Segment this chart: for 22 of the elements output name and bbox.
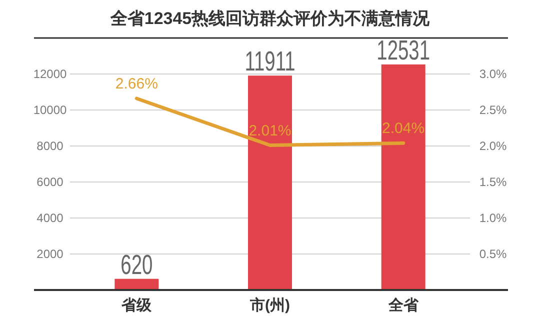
y-tick-label: 4000 xyxy=(36,211,64,225)
y2-tick-label: 1.5% xyxy=(479,175,507,189)
chart-title: 全省12345热线回访群众评价为不满意情况 xyxy=(109,9,431,28)
y-tick-label: 2000 xyxy=(36,247,64,261)
y-tick-label: 12000 xyxy=(33,67,68,81)
x-tick-label: 市(州) xyxy=(249,296,290,314)
data-label: 2.01% xyxy=(248,122,292,140)
data-label: 11911 xyxy=(244,46,296,78)
data-label: 620 xyxy=(120,249,153,281)
y-tick-label: 10000 xyxy=(33,103,68,117)
y2-tick-label: 1.0% xyxy=(479,211,507,225)
y2-tick-label: 2.5% xyxy=(479,103,507,117)
data-label: 2.66% xyxy=(115,75,158,92)
data-label: 12531 xyxy=(376,35,430,66)
y-tick-label: 6000 xyxy=(36,175,64,189)
y2-tick-label: 3.0% xyxy=(479,67,507,81)
x-tick-label: 省级 xyxy=(120,297,153,314)
y2-tick-label: 0.5% xyxy=(479,247,507,261)
x-tick-label: 全省 xyxy=(387,297,420,314)
y-tick-label: 8000 xyxy=(36,139,64,153)
data-label: 2.04% xyxy=(382,120,425,138)
y2-tick-label: 2.0% xyxy=(479,139,507,153)
